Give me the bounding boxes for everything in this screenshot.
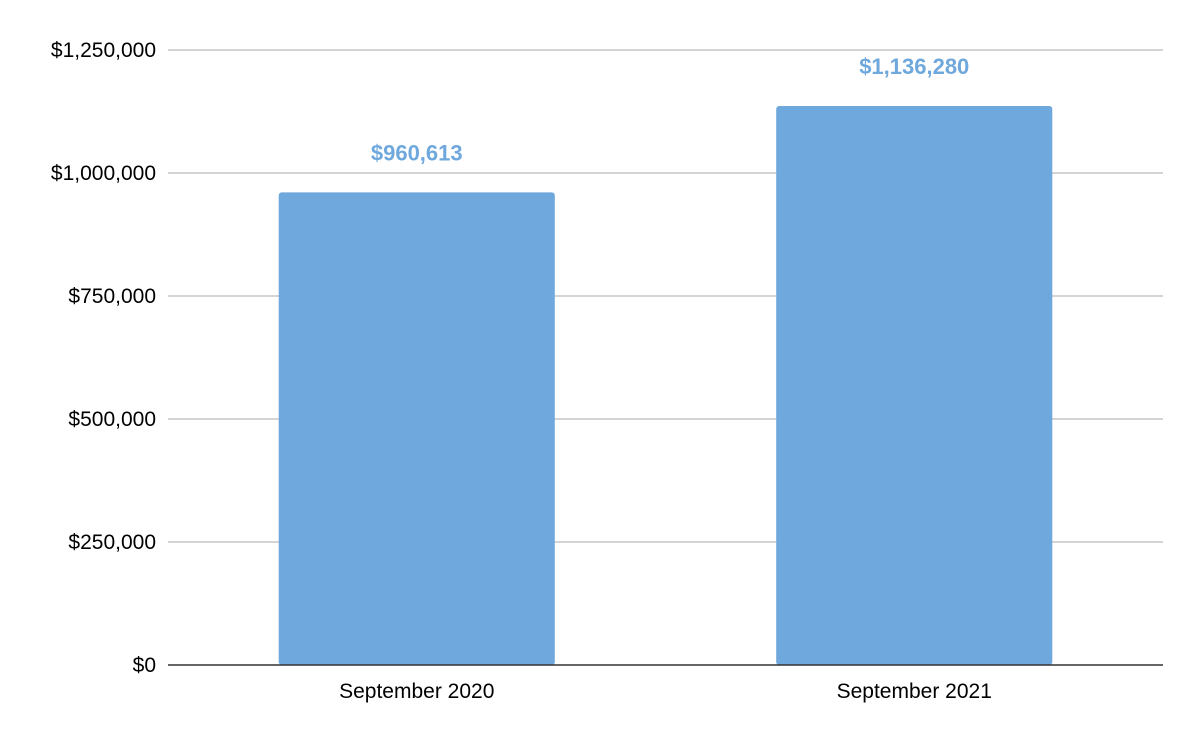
x-tick-label: September 2021	[837, 680, 992, 703]
y-tick-label: $500,000	[68, 408, 156, 431]
x-tick-label: September 2020	[339, 680, 494, 703]
y-tick-label: $1,250,000	[51, 39, 156, 62]
y-tick-label: $250,000	[68, 531, 156, 554]
data-label: $960,613	[371, 140, 463, 165]
bar	[278, 192, 555, 665]
x-axis-ticks: September 2020 September 2021	[339, 680, 992, 703]
y-tick-label: $750,000	[68, 285, 156, 308]
bars	[278, 105, 1053, 665]
bar	[776, 105, 1053, 665]
y-axis-ticks: $0 $250,000 $500,000 $750,000 $1,000,000 $1,2…	[51, 39, 156, 677]
y-tick-label: $0	[133, 654, 156, 677]
data-label: $1,136,280	[859, 54, 969, 79]
y-tick-label: $1,000,000	[51, 162, 156, 185]
data-labels: $960,613 $1,136,280	[371, 54, 969, 165]
